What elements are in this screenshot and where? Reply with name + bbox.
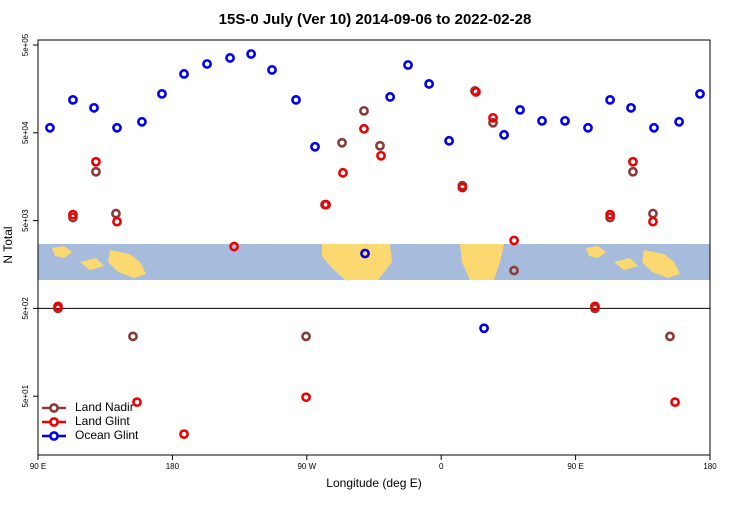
plot-frame — [37, 39, 711, 456]
point — [444, 135, 455, 146]
point — [665, 331, 675, 342]
point — [229, 241, 239, 252]
point — [112, 122, 122, 133]
point — [321, 199, 331, 210]
point — [111, 208, 121, 219]
point — [301, 392, 311, 403]
y-tick-label: 5e+03 — [21, 209, 30, 232]
x-tick-label: 90 E — [567, 462, 583, 471]
x-tick-label: 90 W — [297, 462, 316, 471]
point — [291, 94, 301, 105]
y-tick-label: 5e+04 — [21, 121, 30, 144]
point — [375, 140, 385, 151]
point — [515, 104, 525, 115]
point — [605, 94, 615, 105]
x-axis-label: Longitude (deg E) — [326, 476, 421, 490]
point — [91, 156, 101, 167]
point — [648, 216, 658, 227]
point — [583, 122, 593, 133]
point — [225, 53, 235, 63]
point — [267, 65, 277, 75]
point — [45, 122, 55, 133]
legend-label: Land Glint — [75, 414, 130, 428]
point — [301, 331, 311, 342]
point — [674, 116, 684, 127]
point — [479, 323, 489, 334]
point — [537, 115, 547, 126]
point — [91, 166, 101, 177]
point — [628, 156, 638, 167]
point — [605, 209, 615, 220]
point — [359, 105, 369, 116]
point — [628, 166, 638, 177]
point — [670, 397, 680, 408]
point — [648, 208, 658, 219]
legend-label: Land Nadir — [75, 400, 134, 414]
point — [590, 301, 600, 312]
point — [337, 137, 347, 148]
chart-title: 15S-0 July (Ver 10) 2014-09-06 to 2022-0… — [219, 11, 532, 28]
point — [359, 123, 369, 134]
legend-marker — [49, 403, 59, 413]
point — [471, 87, 481, 97]
point — [509, 235, 519, 246]
point — [157, 88, 167, 99]
point — [560, 115, 570, 126]
y-tick-label: 5e+02 — [21, 297, 30, 320]
point — [179, 69, 189, 79]
point — [68, 209, 78, 220]
x-tick-label: 180 — [703, 462, 717, 471]
point — [424, 79, 435, 89]
point — [202, 59, 212, 69]
point — [132, 397, 142, 408]
legend-label: Ocean Glint — [75, 428, 139, 442]
point — [179, 429, 189, 440]
x-tick-label: 0 — [439, 462, 444, 471]
point — [457, 182, 468, 193]
point — [89, 102, 99, 113]
y-tick-label: 5e+05 — [21, 33, 30, 56]
legend-marker — [49, 417, 59, 427]
point — [246, 49, 256, 59]
x-tick-label: 90 E — [30, 462, 46, 471]
point — [137, 116, 147, 127]
point — [499, 129, 509, 140]
point — [488, 112, 498, 123]
point — [376, 150, 386, 161]
point — [68, 94, 78, 105]
y-axis-label: N Total — [1, 226, 15, 263]
point — [695, 88, 705, 99]
point — [509, 265, 519, 276]
point — [385, 92, 396, 102]
legend-marker — [49, 431, 59, 441]
point — [488, 117, 498, 128]
map-strip — [38, 244, 710, 280]
point — [112, 216, 122, 227]
point — [310, 141, 320, 152]
point — [53, 301, 63, 312]
point — [626, 102, 636, 113]
point — [403, 60, 413, 70]
point — [649, 122, 659, 133]
point — [338, 167, 348, 178]
y-tick-label: 5e+01 — [21, 384, 30, 407]
point — [360, 248, 370, 259]
point — [128, 331, 138, 342]
x-tick-label: 180 — [166, 462, 180, 471]
